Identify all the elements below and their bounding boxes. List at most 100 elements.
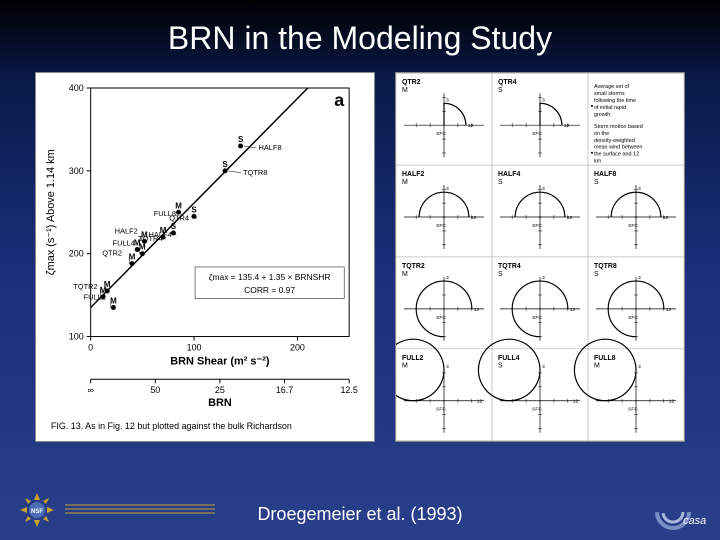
left-scatter-panel: 1002003004000100200∞502516.712.5MTQTR2MM…	[35, 72, 375, 442]
svg-text:FULL4: FULL4	[113, 239, 135, 248]
svg-text:0: 0	[88, 342, 93, 352]
svg-text:100: 100	[69, 332, 84, 342]
svg-text:km: km	[594, 159, 602, 165]
svg-text:small storms: small storms	[594, 91, 625, 97]
secondary-x-label: BRN	[208, 397, 232, 409]
svg-text:50: 50	[150, 385, 160, 395]
svg-text:S: S	[498, 363, 503, 370]
x-axis-label: BRN Shear (m² s⁻²)	[170, 355, 270, 367]
svg-text:FULL4: FULL4	[498, 355, 520, 362]
svg-text:12: 12	[570, 307, 576, 313]
svg-text:S: S	[594, 271, 599, 278]
svg-text:SFC: SFC	[436, 131, 446, 137]
svg-text:3: 3	[542, 97, 545, 103]
decorative-lines	[65, 500, 215, 520]
svg-text:12: 12	[477, 399, 483, 405]
svg-text:12: 12	[567, 215, 573, 221]
svg-text:200: 200	[290, 342, 305, 352]
svg-text:12: 12	[468, 123, 474, 129]
svg-text:density-weighted: density-weighted	[594, 138, 635, 144]
svg-text:QTR4: QTR4	[169, 213, 189, 222]
svg-text:12: 12	[669, 399, 675, 405]
svg-text:12: 12	[573, 399, 579, 405]
svg-text:HALF4: HALF4	[149, 230, 172, 239]
content-area: 1002003004000100200∞502516.712.5MTQTR2MM…	[0, 72, 720, 442]
svg-text:SFC: SFC	[628, 223, 638, 229]
svg-text:12: 12	[564, 123, 570, 129]
svg-text:TQTR4: TQTR4	[498, 263, 521, 270]
svg-text:200: 200	[69, 249, 84, 259]
svg-text:3: 3	[542, 186, 545, 192]
svg-text:3: 3	[542, 364, 545, 370]
svg-text:M: M	[175, 201, 182, 210]
svg-text:Storm motion based: Storm motion based	[594, 124, 643, 130]
svg-text:SFC: SFC	[532, 407, 542, 413]
fit-corr: CORR = 0.97	[244, 285, 295, 295]
svg-text:M: M	[402, 363, 408, 370]
svg-text:SFC: SFC	[532, 315, 542, 321]
svg-text:HALF8: HALF8	[258, 143, 281, 152]
svg-text:M: M	[402, 271, 408, 278]
svg-text:SFC: SFC	[628, 407, 638, 413]
right-hodograph-panel: 312QTR2MSFC312QTR4SSFCAverage set ofsmal…	[395, 72, 685, 442]
plot-frame	[91, 88, 349, 337]
svg-text:QTR2: QTR2	[402, 79, 421, 86]
svg-text:the surface and 12: the surface and 12	[594, 152, 639, 158]
svg-text:on the: on the	[594, 131, 609, 137]
svg-text:100: 100	[187, 342, 202, 352]
svg-text:S: S	[238, 135, 243, 144]
svg-text:400: 400	[69, 83, 84, 93]
svg-text:∞: ∞	[87, 385, 93, 395]
panel-letter: a	[334, 90, 345, 110]
fit-equation: ζmax = 135.4 + 1.35 × BRNSHR	[209, 272, 331, 282]
svg-text:growth: growth	[594, 112, 610, 118]
svg-text:3: 3	[446, 97, 449, 103]
svg-text:HALF2: HALF2	[115, 226, 138, 235]
svg-text:M: M	[594, 363, 600, 370]
svg-text:M: M	[402, 179, 408, 186]
svg-text:3: 3	[446, 364, 449, 370]
svg-text:TQTR2: TQTR2	[73, 282, 97, 291]
svg-text:S: S	[191, 205, 196, 214]
svg-text:S: S	[222, 160, 227, 169]
nsf-logo: NSF	[12, 490, 62, 530]
svg-text:S: S	[498, 271, 503, 278]
hodograph-grid: 312QTR2MSFC312QTR4SSFCAverage set ofsmal…	[396, 73, 684, 441]
svg-text:S: S	[498, 179, 503, 186]
slide-title: BRN in the Modeling Study	[0, 0, 720, 72]
scatter-chart: 1002003004000100200∞502516.712.5MTQTR2MM…	[36, 73, 374, 441]
svg-text:SFC: SFC	[436, 315, 446, 321]
svg-text:FULL8: FULL8	[594, 355, 616, 362]
svg-text:HALF8: HALF8	[594, 171, 616, 178]
svg-text:M: M	[104, 280, 111, 289]
svg-text:SFC: SFC	[532, 223, 542, 229]
svg-text:TQTR2: TQTR2	[402, 263, 425, 270]
svg-text:3: 3	[542, 275, 545, 281]
svg-text:3: 3	[638, 364, 641, 370]
svg-text:16.7: 16.7	[276, 385, 293, 395]
svg-text:HALF4: HALF4	[498, 171, 520, 178]
svg-text:300: 300	[69, 166, 84, 176]
svg-text:FULL2: FULL2	[402, 355, 424, 362]
svg-text:12: 12	[471, 215, 477, 221]
figure-caption: FIG. 13. As in Fig. 12 but plotted again…	[51, 421, 292, 431]
svg-text:3: 3	[446, 186, 449, 192]
svg-text:FULL2: FULL2	[84, 293, 106, 302]
svg-text:S: S	[594, 179, 599, 186]
svg-text:SFC: SFC	[436, 407, 446, 413]
svg-text:QTR2: QTR2	[102, 249, 122, 258]
svg-text:M: M	[402, 87, 408, 94]
svg-text:mean wind between: mean wind between	[594, 145, 643, 151]
svg-text:HALF2: HALF2	[402, 171, 424, 178]
svg-text:NSF: NSF	[31, 509, 43, 515]
y-axis-label: ζmax (s⁻¹) Above 1.14 km	[45, 149, 57, 275]
svg-text:Average set of: Average set of	[594, 84, 630, 90]
svg-text:3: 3	[638, 186, 641, 192]
svg-text:casa: casa	[683, 515, 706, 527]
svg-text:12: 12	[474, 307, 480, 313]
svg-text:following the time: following the time	[594, 98, 636, 104]
svg-text:3: 3	[446, 275, 449, 281]
casa-logo: casa	[653, 492, 708, 532]
svg-text:TQTR8: TQTR8	[594, 263, 617, 270]
svg-text:S: S	[498, 87, 503, 94]
